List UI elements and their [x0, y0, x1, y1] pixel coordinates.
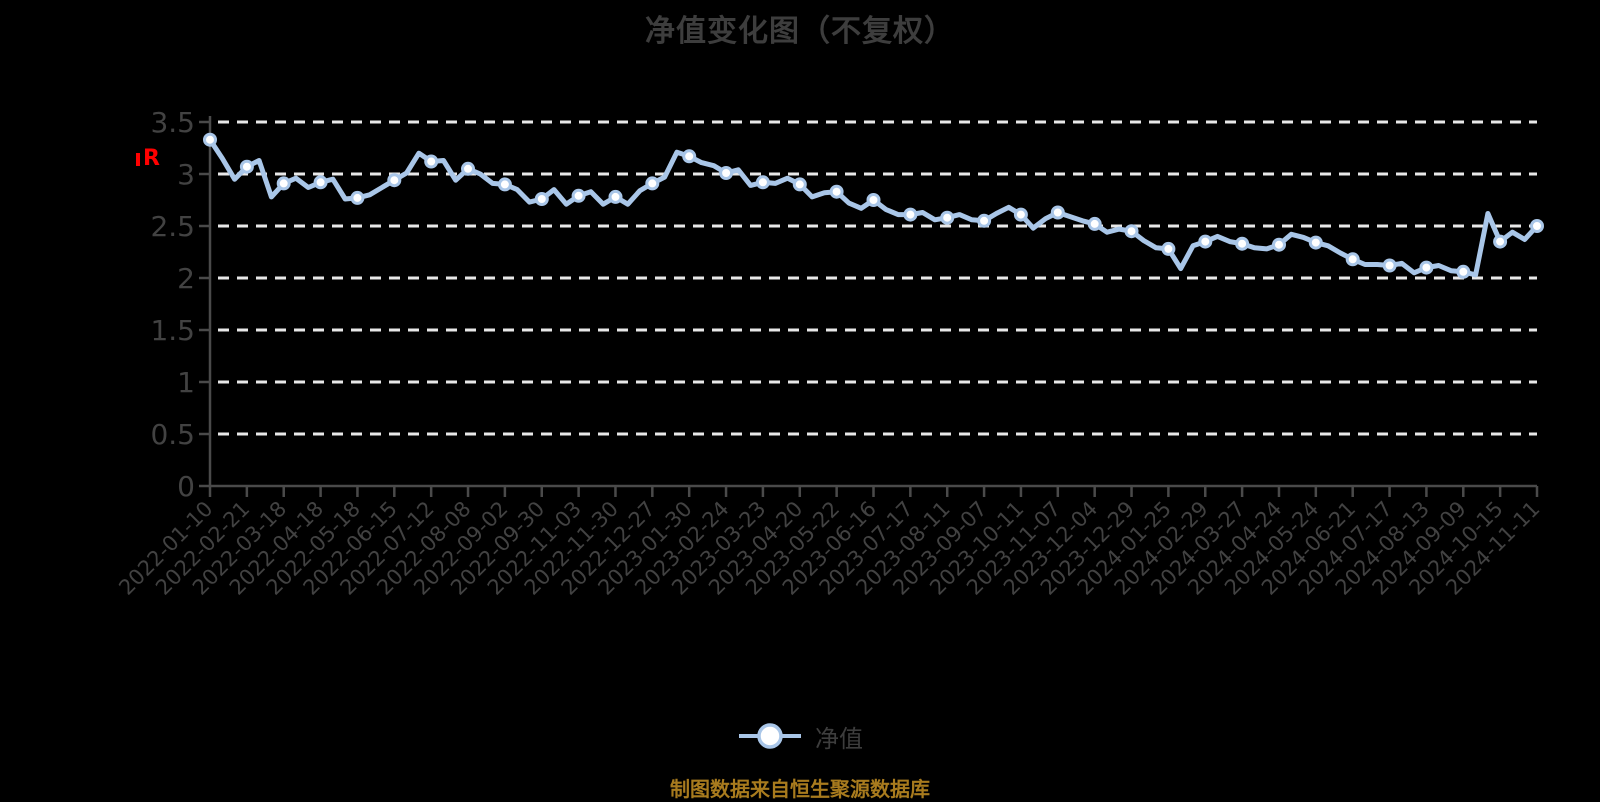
svg-text:2.5: 2.5: [150, 210, 195, 243]
red-r-watermark: R: [136, 146, 160, 172]
y-axis-labels: 0 0.5 1 1.5 2 2.5 3 3.5: [150, 106, 195, 503]
svg-text:3: 3: [177, 158, 195, 191]
svg-text:2: 2: [177, 262, 195, 295]
legend-circle: [757, 723, 783, 749]
series-line: [207, 137, 1540, 278]
red-bar-icon: [136, 152, 140, 166]
svg-text:1.5: 1.5: [150, 314, 195, 347]
axes: [199, 116, 1539, 497]
gridlines: [218, 120, 1537, 436]
svg-text:0.5: 0.5: [150, 418, 195, 451]
svg-text:3.5: 3.5: [150, 106, 195, 139]
svg-text:1: 1: [177, 366, 195, 399]
svg-text:0: 0: [177, 470, 195, 503]
red-r-text: R: [143, 146, 160, 171]
legend-label: 净值: [815, 724, 863, 753]
source-note: 制图数据来自恒生聚源数据库: [670, 777, 930, 801]
legend-marker-icon: [739, 723, 801, 749]
legend: 净值: [0, 721, 1600, 753]
x-axis-labels: 2022-01-102022-02-212022-03-182022-04-18…: [114, 497, 1544, 600]
chart-title: 净值变化图（不复权）: [645, 14, 955, 49]
series-markers: [203, 132, 1544, 279]
